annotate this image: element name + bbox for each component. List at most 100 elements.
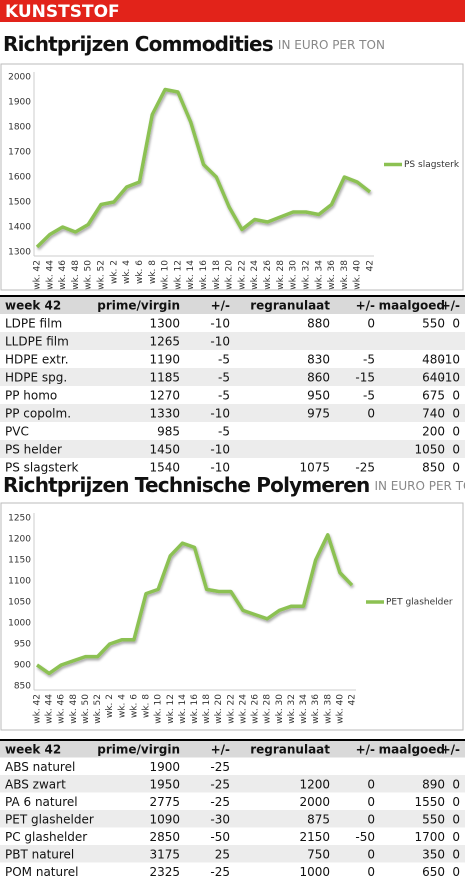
table-cell: 0 — [452, 407, 460, 421]
table-cell: -5 — [218, 353, 230, 367]
chart-frame — [0, 63, 464, 291]
x-tick-label: wk. 50 — [81, 694, 91, 724]
table-cell: 2850 — [149, 830, 180, 844]
table-cell: 0 — [367, 847, 375, 861]
y-tick-label: 1150 — [8, 556, 31, 566]
x-tick-label: wk. 2 — [109, 260, 119, 284]
x-tick-label: wk. 14 — [178, 694, 188, 724]
table-cell: 2775 — [149, 795, 180, 809]
table-cell: 650 — [422, 865, 445, 879]
table-cell: 0 — [367, 812, 375, 826]
table-cell: 1090 — [149, 812, 180, 826]
table-cell: 1450 — [149, 443, 180, 457]
table-cell: LDPE film — [5, 317, 62, 331]
table-header-bg — [0, 296, 465, 314]
table-cell: PVC — [5, 425, 29, 439]
y-tick-label: 950 — [14, 640, 31, 650]
table-cell: -10 — [210, 335, 230, 349]
chart-title: Richtprijzen Technische Polymeren IN EURO… — [3, 473, 465, 497]
table-row-bg — [0, 422, 465, 440]
table-cell: 2150 — [299, 830, 330, 844]
legend-label: PS slagsterk — [404, 160, 460, 170]
table-cell: 0 — [452, 425, 460, 439]
table-cell: -5 — [363, 389, 375, 403]
table-cell: 0 — [452, 812, 460, 826]
table-cell: 25 — [215, 847, 230, 861]
x-tick-label: wk. 10 — [161, 260, 171, 290]
table-cell: -10 — [210, 461, 230, 475]
table-cell: 1050 — [414, 443, 445, 457]
table-cell: PC glashelder — [5, 830, 87, 844]
table-cell: -5 — [218, 425, 230, 439]
table-cell: ABS naturel — [5, 760, 75, 774]
table-row-bg — [0, 404, 465, 422]
table-header-cell: +/- — [211, 299, 230, 313]
x-tick-label: wk. 52 — [93, 694, 103, 724]
table-cell: -30 — [210, 812, 230, 826]
y-tick-label: 1900 — [8, 98, 31, 108]
x-tick-label: wk. 8 — [142, 694, 152, 718]
table-cell: 0 — [452, 461, 460, 475]
table-cell: -25 — [210, 865, 230, 879]
table-cell: 890 — [422, 777, 445, 791]
x-tick-label: wk. 8 — [148, 260, 158, 284]
x-tick-label: wk. 14 — [186, 260, 196, 290]
x-tick-label: wk. 22 — [226, 694, 236, 724]
table-row-bg — [0, 440, 465, 458]
x-tick-label: wk. 30 — [275, 694, 285, 724]
x-tick-label: wk. 16 — [199, 260, 209, 290]
x-tick-label: wk. 28 — [263, 694, 273, 724]
section-title: KUNSTSTOF — [5, 2, 120, 22]
y-tick-label: 1200 — [8, 535, 31, 545]
y-tick-label: 1000 — [8, 619, 31, 629]
y-tick-label: 1800 — [8, 123, 31, 133]
x-tick-label: wk. 44 — [45, 260, 55, 290]
table-cell: HDPE extr. — [5, 353, 69, 367]
table-cell: -10 — [440, 353, 460, 367]
table-cell: 0 — [452, 865, 460, 879]
table-cell: ABS zwart — [5, 777, 66, 791]
table-cell: 950 — [307, 389, 330, 403]
y-tick-label: 1050 — [8, 598, 31, 608]
table-cell: 850 — [422, 461, 445, 475]
table-cell: PS slagsterk — [5, 461, 78, 475]
y-tick-label: 1300 — [8, 248, 31, 258]
y-tick-label: 1600 — [8, 173, 31, 183]
table-cell: LLDPE film — [5, 335, 69, 349]
table-cell: 985 — [157, 425, 180, 439]
series-line — [36, 533, 354, 676]
table-cell: PBT naturel — [5, 847, 74, 861]
table-header-cell: +/- — [356, 299, 375, 313]
table-header-cell: maalgoed — [379, 742, 445, 756]
table-cell: 830 — [307, 353, 330, 367]
table-header-cell: week 42 — [5, 299, 61, 313]
x-tick-label: wk. 22 — [237, 260, 247, 290]
y-tick-label: 1700 — [8, 148, 31, 158]
table-cell: 1540 — [149, 461, 180, 475]
x-tick-label: wk. 32 — [287, 694, 297, 724]
table-cell: HDPE spg. — [5, 371, 67, 385]
x-tick-label: wk. 40 — [353, 260, 363, 290]
y-tick-label: 1500 — [8, 198, 31, 208]
y-tick-label: 1100 — [8, 577, 31, 587]
x-tick-label: wk. 48 — [69, 694, 79, 724]
table-header-cell: +/- — [356, 742, 375, 756]
table-cell: 0 — [452, 847, 460, 861]
x-tick-label: wk. 10 — [154, 694, 164, 724]
x-tick-label: wk. 18 — [202, 694, 212, 724]
y-tick-label: 900 — [14, 661, 31, 671]
table-cell: 675 — [422, 389, 445, 403]
y-tick-label: 1250 — [8, 514, 31, 524]
x-tick-label: wk. 6 — [129, 694, 139, 718]
table-cell: -25 — [210, 760, 230, 774]
table-cell: 0 — [367, 407, 375, 421]
table-cell: 350 — [422, 847, 445, 861]
x-tick-label: wk. 16 — [190, 694, 200, 724]
table-cell: POM naturel — [5, 865, 79, 879]
y-tick-label: 2000 — [8, 73, 31, 83]
table-cell: 0 — [452, 443, 460, 457]
table-row-bg — [0, 458, 465, 476]
x-tick-label: wk. 36 — [327, 260, 337, 290]
table-header-cell: regranulaat — [250, 742, 330, 756]
table-cell: 1330 — [149, 407, 180, 421]
